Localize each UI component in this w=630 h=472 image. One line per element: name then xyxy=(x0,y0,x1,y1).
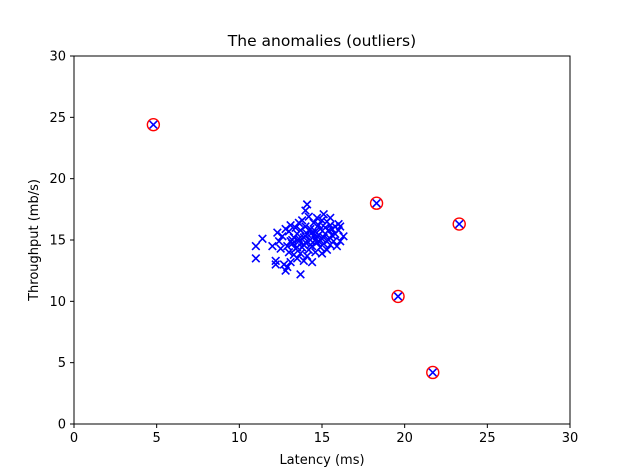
x-axis-ticks: 0 5 10 15 20 25 30 xyxy=(70,424,578,446)
data-point xyxy=(286,236,295,246)
data-point xyxy=(302,251,312,261)
data-point xyxy=(335,222,345,231)
data-point xyxy=(309,218,319,228)
data-point xyxy=(301,206,310,215)
y-tick-label: 30 xyxy=(49,50,66,65)
x-tick-label: 30 xyxy=(562,431,579,446)
data-point xyxy=(291,223,300,233)
x-tick-label: 25 xyxy=(479,431,496,446)
y-tick-label: 0 xyxy=(58,418,66,433)
anomaly-marker xyxy=(146,117,161,132)
x-tick-label: 20 xyxy=(396,431,413,446)
data-point xyxy=(317,234,327,244)
data-point xyxy=(294,234,304,244)
data-point xyxy=(276,244,286,253)
data-point xyxy=(301,231,310,241)
data-point xyxy=(297,216,307,225)
data-point xyxy=(307,257,317,267)
chart-title: The anomalies (outliers) xyxy=(227,32,416,50)
x-tick-label: 0 xyxy=(70,431,78,446)
data-point xyxy=(277,231,287,241)
anomaly-marker xyxy=(369,196,384,210)
data-point xyxy=(319,239,329,249)
data-point xyxy=(372,198,381,208)
data-point xyxy=(284,227,294,236)
data-point xyxy=(274,236,284,246)
data-point xyxy=(271,260,281,269)
y-tick-label: 10 xyxy=(49,295,66,310)
data-point xyxy=(322,245,332,255)
y-axis-title: Throughput (mb/s) xyxy=(27,179,42,302)
data-point xyxy=(148,120,158,130)
y-tick-label: 15 xyxy=(49,234,66,249)
data-point xyxy=(268,241,277,251)
x-tick-label: 15 xyxy=(314,431,331,446)
y-tick-label: 20 xyxy=(49,172,66,187)
data-point xyxy=(286,220,295,230)
data-point xyxy=(339,231,348,241)
x-tick-label: 5 xyxy=(153,431,161,446)
data-point xyxy=(286,257,295,267)
data-point xyxy=(393,292,403,301)
data-point xyxy=(299,240,309,250)
x-axis-title: Latency (ms) xyxy=(279,453,364,468)
data-point xyxy=(282,241,292,251)
data-point xyxy=(271,256,281,266)
data-point xyxy=(428,368,438,377)
data-point xyxy=(307,228,317,238)
data-point xyxy=(292,242,302,252)
data-point xyxy=(251,254,261,263)
data-point xyxy=(296,269,305,279)
data-point xyxy=(296,225,305,235)
data-point xyxy=(329,236,338,246)
data-point xyxy=(335,236,345,246)
data-point xyxy=(454,219,464,229)
anomaly-marker xyxy=(452,217,466,231)
data-point xyxy=(296,249,305,258)
data-point xyxy=(294,236,304,246)
data-point xyxy=(292,254,302,263)
data-point xyxy=(332,241,342,251)
data-point xyxy=(299,256,309,266)
data-point xyxy=(251,241,261,251)
data-point xyxy=(304,212,314,222)
data-point xyxy=(317,249,327,258)
x-tick-label: 10 xyxy=(231,431,248,446)
y-tick-label: 25 xyxy=(49,111,66,126)
data-point xyxy=(258,234,267,244)
anomaly-marker xyxy=(391,289,405,304)
data-point xyxy=(282,262,292,272)
data-point xyxy=(272,228,282,238)
data-point xyxy=(302,200,312,209)
data-point xyxy=(312,231,322,241)
y-tick-label: 5 xyxy=(58,356,66,371)
anomaly-marker xyxy=(426,365,440,380)
data-point xyxy=(319,209,329,219)
outlier-rings xyxy=(146,117,466,380)
plot-points xyxy=(148,120,464,377)
y-axis-ticks: 0 5 10 15 20 25 30 xyxy=(49,50,74,433)
data-point xyxy=(312,213,322,223)
data-point xyxy=(284,247,294,257)
